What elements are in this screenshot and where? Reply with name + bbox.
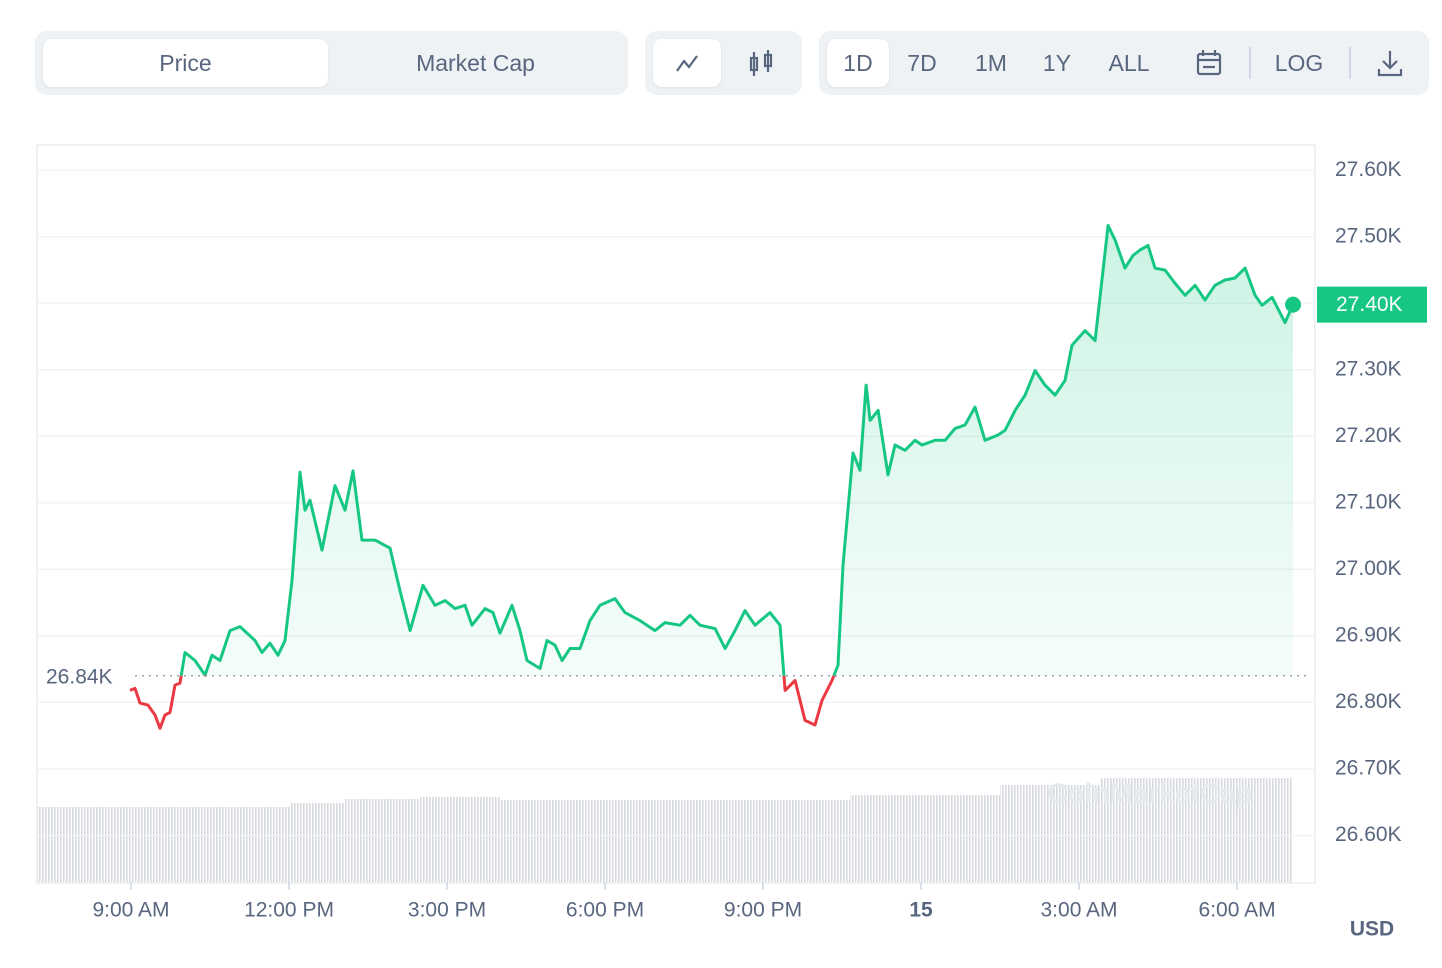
y-tick-label: 27.00K — [1335, 557, 1402, 580]
price-area — [181, 225, 1293, 676]
download-icon — [1377, 51, 1403, 77]
current-price-label: 27.40K — [1336, 293, 1403, 316]
range-button[interactable]: 1Y — [1042, 50, 1072, 76]
price-line-up — [179, 224, 1295, 676]
line-chart-button[interactable] — [653, 39, 721, 87]
x-tick-label: 3:00 AM — [1041, 899, 1118, 922]
y-tick-label: 26.60K — [1335, 823, 1402, 846]
range-bar: LOG 1D 7D 1M 1Y ALL — [819, 31, 1429, 95]
y-tick-label: 27.30K — [1335, 357, 1402, 380]
range-button[interactable]: 1M — [975, 50, 1007, 76]
calendar-button[interactable] — [1181, 39, 1237, 87]
tab-bar: Price Market Cap — [35, 31, 628, 95]
candle-chart-button[interactable] — [729, 39, 793, 87]
x-tick-label: 9:00 AM — [92, 899, 169, 922]
separator — [1349, 47, 1351, 79]
range-button[interactable]: ALL — [1108, 50, 1150, 76]
currency-label: USD — [1350, 918, 1394, 941]
tab[interactable]: Market Cap — [416, 50, 535, 76]
last-point — [1285, 296, 1302, 313]
current-price-badge — [1317, 286, 1427, 323]
candle-icon — [749, 50, 773, 76]
tab[interactable]: Price — [43, 39, 328, 87]
y-tick-label: 26.70K — [1335, 756, 1402, 779]
x-tick-label: 15 — [909, 899, 933, 922]
x-tick-label: 12:00 PM — [244, 899, 334, 922]
x-tick-label: 3:00 PM — [408, 899, 486, 922]
plot-frame — [36, 144, 1316, 884]
chart-type-bar — [645, 31, 802, 95]
y-tick-label: 26.80K — [1335, 690, 1402, 713]
y-tick-label: 27.50K — [1335, 224, 1402, 247]
volume-area — [37, 778, 1293, 882]
range-button[interactable]: 1D — [827, 39, 889, 87]
x-tick-label: 9:00 PM — [724, 899, 802, 922]
line-icon — [676, 55, 698, 72]
log-button[interactable]: LOG — [1274, 50, 1324, 76]
y-tick-label: 27.20K — [1335, 424, 1402, 447]
x-tick-label: 6:00 AM — [1199, 899, 1276, 922]
reference-label: 26.84K — [46, 665, 113, 688]
y-tick-label: 27.10K — [1335, 490, 1402, 513]
separator — [1249, 47, 1251, 79]
x-tick-label: 6:00 PM — [566, 899, 644, 922]
calendar-icon — [1196, 50, 1222, 76]
range-button[interactable]: 7D — [907, 50, 937, 76]
y-tick-label: 26.90K — [1335, 623, 1402, 646]
y-tick-label: 27.60K — [1335, 158, 1402, 181]
download-button[interactable] — [1364, 39, 1416, 87]
watermark: CoinMarketCap — [1047, 777, 1252, 808]
